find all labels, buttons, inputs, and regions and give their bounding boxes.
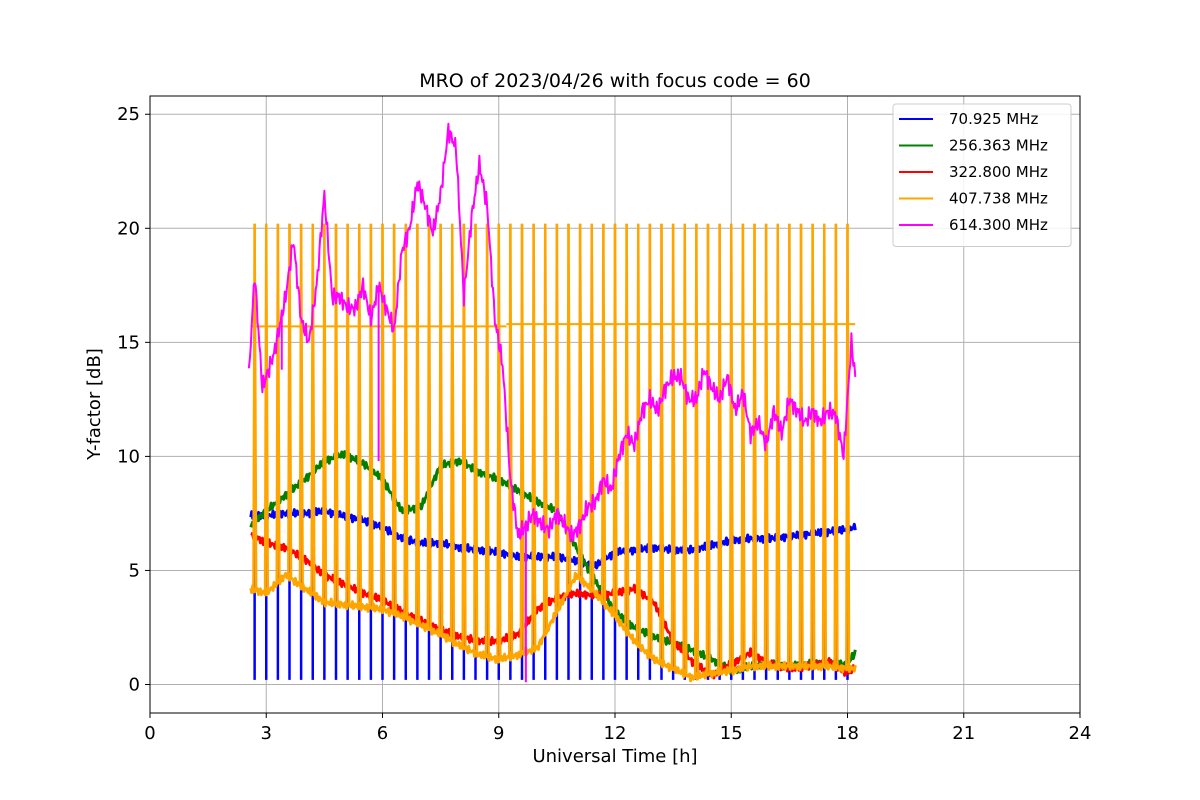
calibration-spike (451, 223, 456, 642)
calibration-spike (706, 223, 711, 674)
calibration-spike (671, 223, 676, 669)
calibration-spike (660, 223, 665, 664)
x-tick-label: 18 (836, 723, 859, 744)
x-tick-label: 24 (1069, 723, 1092, 744)
calibration-spike (323, 223, 328, 603)
x-tick-label: 0 (144, 723, 155, 744)
legend-entry-label: 256.363 MHz (949, 137, 1048, 155)
calibration-spike (788, 223, 793, 667)
legend-entry-label: 614.300 MHz (949, 216, 1048, 234)
calibration-spike (718, 223, 723, 673)
calibration-spike (334, 223, 339, 604)
calibration-spike (358, 223, 363, 607)
x-tick-label: 15 (720, 723, 743, 744)
calibration-spike (811, 223, 816, 667)
calibration-spike (346, 223, 351, 606)
calibration-spike (485, 223, 490, 657)
calibration-spike (427, 223, 432, 629)
calibration-spike (590, 223, 595, 590)
calibration-spike (439, 223, 444, 635)
calibration-spike (369, 223, 374, 608)
calibration-spike (555, 223, 560, 612)
calibration-spike (648, 223, 653, 656)
calibration-spike (288, 223, 293, 578)
series-line-4 (247, 122, 857, 543)
series-3 (249, 223, 857, 683)
y-tick-label: 25 (117, 104, 140, 125)
calibration-spike (730, 223, 735, 671)
calibration-spike (509, 223, 514, 657)
plot-series (247, 122, 857, 683)
y-tick-label: 10 (117, 446, 140, 467)
calibration-spike (265, 223, 270, 594)
calibration-spike (741, 223, 746, 669)
calibration-spike (520, 223, 525, 654)
calibration-spike (695, 223, 700, 677)
legend-entry-label: 322.800 MHz (949, 163, 1048, 181)
x-tick-label: 9 (493, 723, 504, 744)
calibration-spike (544, 223, 549, 634)
calibration-spike (416, 223, 421, 624)
chart-title: MRO of 2023/04/26 with focus code = 60 (419, 70, 811, 92)
legend-entry-label: 407.738 MHz (949, 190, 1048, 208)
calibration-spike (637, 223, 642, 645)
calibration-spike (276, 223, 281, 583)
legend-entry-label: 70.925 MHz (949, 110, 1038, 128)
legend: 70.925 MHz 256.363 MHz 322.800 MHz 407.738 … (892, 103, 1072, 247)
calibration-spike (381, 223, 386, 610)
calibration-spike (753, 223, 758, 667)
calibration-spike (311, 223, 316, 595)
calibration-spike (602, 223, 607, 603)
calibration-spike (776, 223, 781, 667)
calibration-spike (497, 223, 502, 660)
x-tick-label: 12 (604, 723, 627, 744)
calibration-spike (404, 223, 409, 618)
y-tick-label: 0 (129, 674, 140, 695)
x-tick-label: 21 (952, 723, 975, 744)
y-tick-label: 15 (117, 332, 140, 353)
legend-box (892, 103, 1072, 247)
calibration-spike (613, 223, 618, 617)
calibration-spike (532, 223, 537, 650)
x-tick-label: 6 (377, 723, 388, 744)
calibration-spike (683, 223, 688, 674)
calibration-spike (799, 223, 804, 667)
calibration-spike (392, 223, 397, 614)
y-tick-label: 5 (129, 560, 140, 581)
calibration-spike (764, 223, 769, 667)
axis-ticks: 0 3 6 9 12 15 18 21 24 0 5 10 15 20 25 (117, 104, 1091, 744)
y-axis-label: Y-factor [dB] (84, 348, 105, 461)
calibration-spike (474, 223, 479, 654)
x-axis-label: Universal Time [h] (532, 746, 697, 767)
calibration-spike (625, 223, 630, 632)
calibration-spike (253, 223, 258, 590)
calibration-spike (846, 223, 851, 669)
calibration-spike (299, 223, 304, 586)
series-line-3 (249, 571, 857, 683)
calibration-spike (834, 223, 839, 668)
calibration-spike (823, 223, 828, 667)
y-tick-label: 20 (117, 218, 140, 239)
x-tick-label: 3 (261, 723, 272, 744)
calibration-spike (567, 223, 572, 590)
series-4 (247, 122, 857, 683)
